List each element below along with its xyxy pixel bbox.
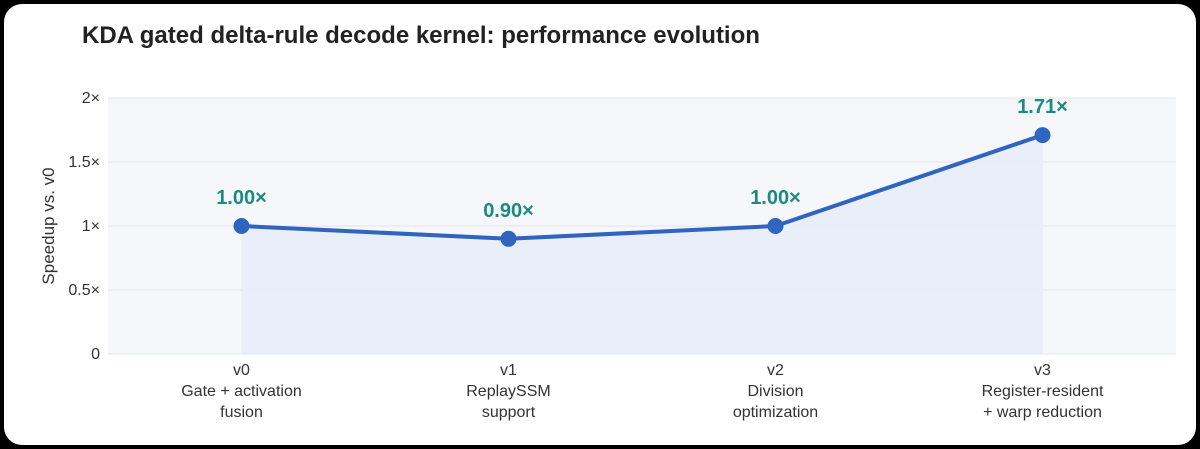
data-label-v2: 1.00× xyxy=(750,187,801,209)
chart-card: KDA gated delta-rule decode kernel: perf… xyxy=(4,4,1196,445)
y-tick-label-2: 1× xyxy=(82,218,100,235)
x-tick-label-v0: v0 xyxy=(233,362,250,379)
y-tick-label-3: 1.5× xyxy=(68,154,100,171)
y-axis-label: Speedup vs. v0 xyxy=(39,167,58,284)
x-tick-desc-v3-1: + warp reduction xyxy=(983,404,1102,421)
y-tick-label-1: 0.5× xyxy=(68,282,100,299)
x-tick-label-v3: v3 xyxy=(1034,362,1051,379)
x-tick-desc-v0-0: Gate + activation xyxy=(181,383,302,400)
line-chart: 0 0.5× 1× 1.5× 2× 1.00× 0.90× 1.00× 1.71× v0 Gate … xyxy=(39,90,1176,421)
x-tick-desc-v3-0: Register-resident xyxy=(982,383,1104,400)
chart-title: KDA gated delta-rule decode kernel: perf… xyxy=(82,22,760,49)
x-tick-desc-v2-0: Division xyxy=(747,383,803,400)
series-line xyxy=(239,133,1045,241)
x-tick-desc-v1-0: ReplaySSM xyxy=(466,383,550,400)
data-label-v0: 1.00× xyxy=(216,187,267,209)
x-tick-desc-v1-1: support xyxy=(482,404,536,421)
data-label-v1: 0.90× xyxy=(483,200,534,222)
data-point-v0 xyxy=(233,218,250,234)
data-point-v1 xyxy=(500,230,517,247)
y-tick-label-0: 0 xyxy=(91,346,100,363)
x-tick-desc-v0-1: fusion xyxy=(220,404,263,421)
series-area xyxy=(241,135,1043,354)
data-label-v3: 1.71× xyxy=(1017,96,1068,118)
x-tick-desc-v2-1: optimization xyxy=(733,404,818,421)
y-tick-label-4: 2× xyxy=(82,90,100,107)
data-point-v2 xyxy=(767,218,784,234)
x-tick-label-v2: v2 xyxy=(767,362,784,379)
data-point-v3 xyxy=(1034,127,1051,144)
x-tick-label-v1: v1 xyxy=(500,362,517,379)
